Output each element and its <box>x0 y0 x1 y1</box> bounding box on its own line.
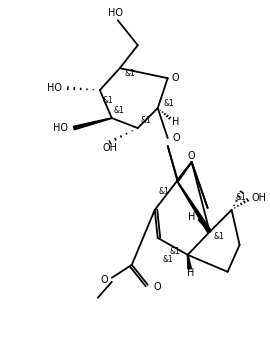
Text: O: O <box>100 275 108 285</box>
Text: HO: HO <box>53 123 68 133</box>
Text: &1: &1 <box>214 233 224 241</box>
Text: &1: &1 <box>169 247 180 256</box>
Text: &1: &1 <box>236 193 246 203</box>
Text: O: O <box>154 282 161 292</box>
Text: &1: &1 <box>141 116 151 125</box>
Text: &1: &1 <box>114 105 124 115</box>
Text: O: O <box>188 151 195 161</box>
Text: H: H <box>187 268 194 278</box>
Polygon shape <box>198 218 210 232</box>
Polygon shape <box>73 118 112 130</box>
Text: &1: &1 <box>125 69 136 78</box>
Text: O: O <box>173 133 180 143</box>
Polygon shape <box>187 255 191 269</box>
Polygon shape <box>177 182 211 233</box>
Text: HO: HO <box>108 8 123 18</box>
Text: O: O <box>172 73 179 83</box>
Text: &1: &1 <box>103 96 114 104</box>
Text: OH: OH <box>252 193 266 203</box>
Text: H: H <box>188 212 196 222</box>
Text: HO: HO <box>47 83 62 93</box>
Text: &1: &1 <box>163 255 174 264</box>
Text: &1: &1 <box>159 187 170 196</box>
Text: OH: OH <box>102 143 117 153</box>
Text: &1: &1 <box>164 99 174 108</box>
Text: H: H <box>172 117 179 127</box>
